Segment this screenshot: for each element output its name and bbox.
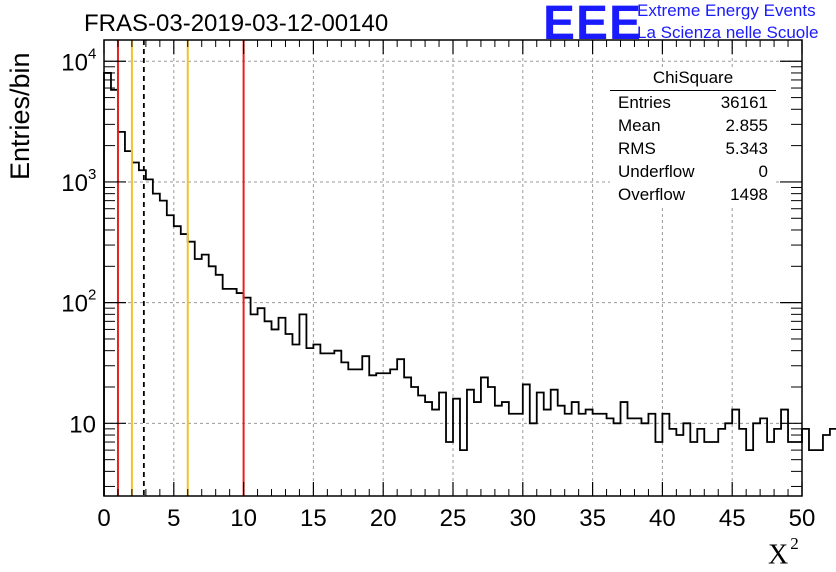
y-tick-label: 10 — [61, 170, 88, 197]
stats-title: ChiSquare — [610, 68, 776, 91]
x-axis-label-base: X — [768, 539, 789, 571]
axis-ticks — [103, 40, 803, 496]
y-tick-label-exponent: 3 — [88, 166, 96, 183]
stats-row-mean: Mean 2.855 — [610, 114, 776, 137]
run-title: FRAS-03-2019-03-12-00140 — [84, 10, 389, 37]
eee-logo-mark: EEE — [543, 0, 643, 50]
stats-label: Underflow — [618, 162, 695, 181]
y-axis-label: Entries/bin — [5, 52, 35, 180]
stats-row-underflow: Underflow 0 — [610, 160, 776, 183]
x-tick-label: 10 — [230, 505, 257, 532]
reference-lines — [116, 40, 245, 496]
y-tick-label-exponent: 2 — [88, 287, 96, 304]
logo-line-1: Extreme Energy Events — [637, 1, 816, 20]
x-tick-label: 45 — [719, 505, 746, 532]
x-tick-label: 30 — [509, 505, 536, 532]
stats-label: Entries — [618, 93, 671, 112]
stats-row-rms: RMS 5.343 — [610, 137, 776, 160]
stats-value: 1498 — [730, 185, 768, 204]
x-tick-label: 5 — [167, 505, 180, 532]
stats-row-overflow: Overflow 1498 — [610, 183, 776, 206]
x-tick-label: 15 — [300, 505, 327, 532]
logo-line-2: La Scienza nelle Scuole — [637, 23, 819, 42]
stats-label: Overflow — [618, 185, 686, 204]
stats-value: 0 — [758, 162, 768, 181]
x-tick-label: 0 — [97, 505, 110, 532]
y-tick-label: 10 — [69, 411, 96, 438]
stats-box: ChiSquare Entries 36161 Mean 2.855 RMS 5… — [610, 68, 776, 206]
x-axis-label-superscript: 2 — [790, 534, 799, 553]
stats-label: RMS — [618, 139, 656, 158]
y-tick-label: 10 — [61, 49, 88, 76]
stats-value: 36161 — [720, 93, 768, 112]
y-tick-label-exponent: 4 — [88, 45, 96, 62]
x-tick-label: 35 — [579, 505, 606, 532]
x-tick-label: 50 — [789, 505, 816, 532]
stats-label: Mean — [618, 116, 661, 135]
stats-value: 2.855 — [725, 116, 768, 135]
x-tick-label: 40 — [649, 505, 676, 532]
stats-value: 5.343 — [725, 139, 768, 158]
stats-row-entries: Entries 36161 — [610, 91, 776, 114]
x-tick-label: 25 — [440, 505, 467, 532]
x-tick-label: 20 — [370, 505, 397, 532]
y-tick-label: 10 — [61, 291, 88, 318]
